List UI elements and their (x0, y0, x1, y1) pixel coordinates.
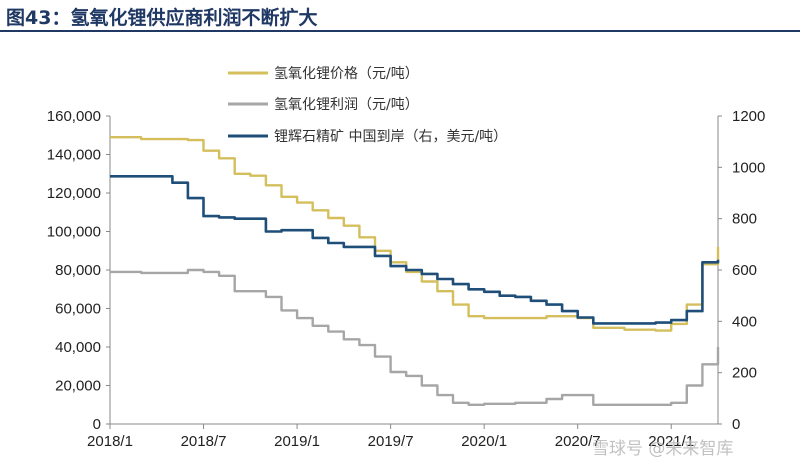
y-right-tick-label: 1000 (732, 159, 765, 176)
y-left-tick-label: 60,000 (55, 301, 101, 318)
y-left-tick-label: 100,000 (47, 224, 101, 241)
y-right-tick-label: 400 (732, 313, 757, 330)
x-tick-label: 2019/1 (274, 433, 320, 450)
y-right-tick-label: 0 (732, 416, 740, 433)
y-left-tick-label: 120,000 (47, 185, 101, 202)
y-right-tick-label: 200 (732, 365, 757, 382)
y-left-tick-label: 0 (93, 416, 101, 433)
series-line-2 (110, 175, 720, 325)
legend-label-0: 氢氧化锂价格（元/吨） (274, 66, 419, 82)
y-right-tick-label: 1200 (732, 108, 765, 125)
figure-title: 图43：氢氧化锂供应商利润不断扩大 (6, 7, 318, 29)
axes: 0 20,000 40,000 60,000 80,000 100,000 120,000 1… (47, 108, 766, 450)
watermark: 雪球号 @未来智库 (592, 439, 734, 459)
legend-label-1: 氢氧化锂利润（元/吨） (274, 97, 419, 113)
y-left-tick-label: 80,000 (55, 262, 101, 279)
x-tick-label: 2020/7 (555, 433, 601, 450)
legend: 氢氧化锂价格（元/吨） 氢氧化锂利润（元/吨） 锂辉石精矿 中国到岸（右，美元/吨） (228, 66, 507, 145)
legend-label-2: 锂辉石精矿 中国到岸（右，美元/吨） (274, 129, 507, 145)
x-tick-label: 2020/1 (461, 433, 507, 450)
y-right-tick-label: 800 (732, 211, 757, 228)
x-tick-label: 2021/1 (648, 433, 694, 450)
x-tick-label: 2018/1 (87, 433, 133, 450)
series-line-1 (110, 268, 720, 406)
y-left-tick-label: 140,000 (47, 147, 101, 164)
x-tick-label: 2019/7 (368, 433, 414, 450)
title-rule (0, 30, 800, 32)
y-left-tick-label: 20,000 (55, 378, 101, 395)
y-left-tick-label: 40,000 (55, 339, 101, 356)
series-line-0 (110, 136, 720, 332)
series-lines (110, 136, 720, 406)
x-tick-label: 2018/7 (181, 433, 227, 450)
y-left-tick-label: 160,000 (47, 108, 101, 125)
y-right-tick-label: 600 (732, 262, 757, 279)
